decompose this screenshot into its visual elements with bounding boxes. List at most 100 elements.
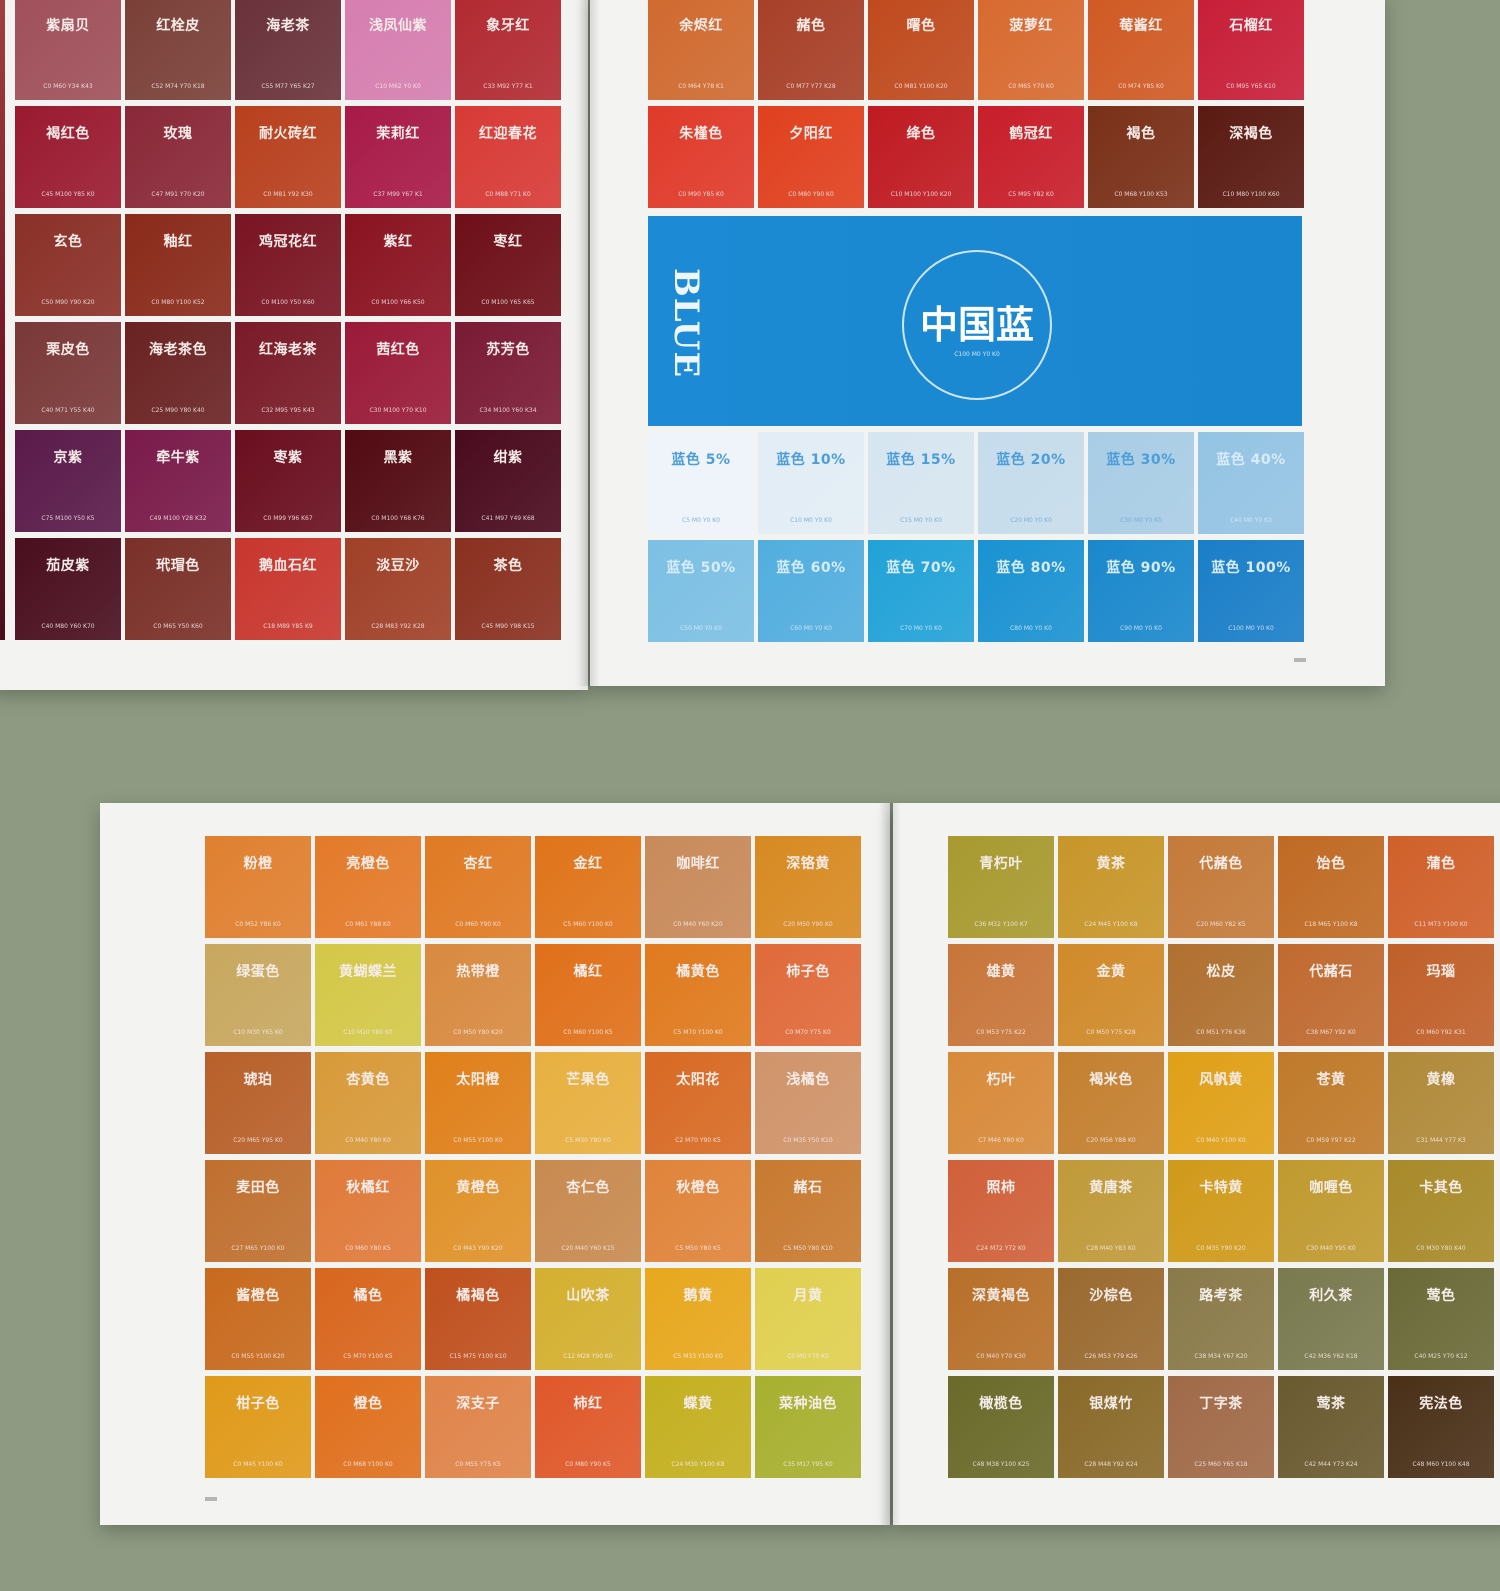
swatch-name: 余烬红: [679, 18, 723, 34]
swatch-name: 太阳橙: [456, 1072, 500, 1088]
color-swatch: 橘黄色 C5 M70 Y100 K0: [645, 944, 751, 1046]
swatch-cmyk-code: C20 M65 Y95 K0: [233, 1137, 283, 1144]
color-swatch: 代赭石 C38 M67 Y92 K0: [1278, 944, 1384, 1046]
color-swatch: 深褐色 C10 M80 Y100 K60: [1198, 106, 1304, 208]
color-swatch: 蓝色 20% C20 M0 Y0 K0: [978, 432, 1084, 534]
swatch-name: 银煤竹: [1089, 1396, 1133, 1412]
swatch-cmyk-code: C0 M60 Y92 K31: [1416, 1029, 1466, 1036]
swatch-cmyk-code: C41 M97 Y49 K68: [481, 515, 535, 522]
swatch-name: 柿红: [573, 1396, 603, 1412]
swatch-name: 卡其色: [1419, 1180, 1463, 1196]
swatch-name: 蓝色 70%: [886, 560, 956, 576]
color-swatch: 紫红 C0 M100 Y66 K50: [345, 214, 451, 316]
swatch-cmyk-code: C0 M74 Y85 K0: [1118, 83, 1164, 90]
color-swatch: 黄橡 C31 M44 Y77 K3: [1388, 1052, 1494, 1154]
swatch-name: 朽叶: [986, 1072, 1016, 1088]
color-swatch: 黄唐茶 C28 M40 Y83 K0: [1058, 1160, 1164, 1262]
swatch-name: 柑子色: [236, 1396, 280, 1412]
swatch-cmyk-code: C0 M55 Y100 K20: [231, 1353, 285, 1360]
swatch-name: 枣紫: [273, 450, 303, 466]
color-swatch: 蓝色 50% C50 M0 Y0 K0: [648, 540, 754, 642]
swatch-cmyk-code: C12 M28 Y90 K0: [563, 1353, 613, 1360]
color-swatch: 朽叶 C7 M46 Y80 K0: [948, 1052, 1054, 1154]
color-swatch: 杏红 C0 M60 Y90 K0: [425, 836, 531, 938]
swatch-name: 酱橙色: [236, 1288, 280, 1304]
swatch-cmyk-code: C0 M70 Y75 K0: [785, 1029, 831, 1036]
color-swatch: 太阳橙 C0 M55 Y100 K0: [425, 1052, 531, 1154]
color-swatch: 柿子色 C0 M70 Y75 K0: [755, 944, 861, 1046]
color-swatch: 蓝色 70% C70 M0 Y0 K0: [868, 540, 974, 642]
swatch-cmyk-code: C0 M80 Y90 K5: [565, 1461, 611, 1468]
swatch-name: 代赭石: [1309, 964, 1353, 980]
swatch-cmyk-code: C0 M55 Y75 K5: [455, 1461, 501, 1468]
swatch-name: 照柿: [986, 1180, 1016, 1196]
color-swatch: 蓝色 60% C60 M0 Y0 K0: [758, 540, 864, 642]
swatch-cmyk-code: C50 M0 Y0 K0: [680, 625, 722, 632]
color-swatch: 夕阳红 C0 M80 Y90 K0: [758, 106, 864, 208]
swatch-name: 曙色: [906, 18, 936, 34]
color-swatch: 浅凤仙紫 C10 M62 Y0 K0: [345, 0, 451, 100]
color-swatch: 鹤冠红 C5 M95 Y82 K0: [978, 106, 1084, 208]
swatch-name: 风帆黄: [1199, 1072, 1243, 1088]
swatch-cmyk-code: C0 M51 Y76 K36: [1196, 1029, 1246, 1036]
color-swatch: 朱槿色 C0 M90 Y85 K0: [648, 106, 754, 208]
swatch-cmyk-code: C52 M74 Y70 K18: [151, 83, 205, 90]
swatch-name: 蝶黄: [683, 1396, 713, 1412]
swatch-name: 宪法色: [1419, 1396, 1463, 1412]
color-swatch: 代赭色 C20 M60 Y82 K5: [1168, 836, 1274, 938]
swatch-name: 苍黄: [1316, 1072, 1346, 1088]
color-swatch: 橘褐色 C15 M75 Y100 K10: [425, 1268, 531, 1370]
color-swatch: 路考茶 C38 M34 Y67 K20: [1168, 1268, 1274, 1370]
swatch-cmyk-code: C11 M73 Y100 K0: [1414, 921, 1468, 928]
swatch-name: 卡特黄: [1199, 1180, 1243, 1196]
color-swatch: 橘红 C0 M60 Y100 K5: [535, 944, 641, 1046]
swatch-cmyk-code: C24 M72 Y72 K0: [976, 1245, 1026, 1252]
color-swatch: 秋橙色 C5 M50 Y80 K5: [645, 1160, 751, 1262]
color-swatch: 褐色 C0 M68 Y100 K53: [1088, 106, 1194, 208]
swatch-name: 丁字茶: [1199, 1396, 1243, 1412]
swatch-cmyk-code: C38 M34 Y67 K20: [1194, 1353, 1248, 1360]
swatch-name: 玳瑁色: [156, 558, 200, 574]
swatch-cmyk-code: C33 M92 Y77 K1: [483, 83, 533, 90]
color-swatch: 莓酱红 C0 M74 Y85 K0: [1088, 0, 1194, 100]
swatch-cmyk-code: C0 M35 Y90 K20: [1196, 1245, 1246, 1252]
swatch-name: 牵牛紫: [156, 450, 200, 466]
swatch-cmyk-code: C0 M61 Y88 K0: [345, 921, 391, 928]
color-swatch: 耐火砖红 C0 M81 Y92 K30: [235, 106, 341, 208]
color-swatch: 柿红 C0 M80 Y90 K5: [535, 1376, 641, 1478]
color-swatch: 绛色 C10 M100 Y100 K20: [868, 106, 974, 208]
swatch-cmyk-code: C20 M60 Y82 K5: [1196, 921, 1246, 928]
color-swatch: 象牙红 C33 M92 Y77 K1: [455, 0, 561, 100]
swatch-name: 莺色: [1426, 1288, 1456, 1304]
color-swatch: 苏芳色 C34 M100 Y60 K34: [455, 322, 561, 424]
color-swatch: 红迎春花 C0 M88 Y71 K0: [455, 106, 561, 208]
swatch-cmyk-code: C37 M99 Y67 K1: [373, 191, 423, 198]
featured-color-china-blue: BLUE 中国蓝 C100 M0 Y0 K0: [648, 216, 1302, 426]
swatch-name: 蓝色 60%: [776, 560, 846, 576]
swatch-name: 淡豆沙: [376, 558, 420, 574]
color-swatch: 橄榄色 C48 M38 Y100 K25: [948, 1376, 1054, 1478]
swatch-cmyk-code: C0 M100 Y66 K50: [371, 299, 425, 306]
swatch-cmyk-code: C24 M45 Y100 K8: [1084, 921, 1138, 928]
color-swatch: 山吹茶 C12 M28 Y90 K0: [535, 1268, 641, 1370]
swatch-name: 茄皮紫: [46, 558, 90, 574]
swatch-name: 松皮: [1206, 964, 1236, 980]
swatch-cmyk-code: C0 M60 Y100 K5: [563, 1029, 613, 1036]
swatch-name: 红迎春花: [479, 126, 537, 142]
swatch-name: 紫扇贝: [46, 18, 90, 34]
color-swatch: 卡其色 C0 M30 Y80 K40: [1388, 1160, 1494, 1262]
color-swatch: 京紫 C75 M100 Y50 K5: [15, 430, 121, 532]
swatch-name: 深褐色: [1229, 126, 1273, 142]
swatch-name: 杏黄色: [346, 1072, 390, 1088]
swatch-name: 蓝色 90%: [1106, 560, 1176, 576]
swatch-cmyk-code: C80 M0 Y0 K0: [1010, 625, 1052, 632]
swatch-cmyk-code: C10 M100 Y100 K20: [890, 191, 952, 198]
color-swatch: 玫瑰 C47 M91 Y70 K20: [125, 106, 231, 208]
swatch-name: 柿子色: [786, 964, 830, 980]
swatch-cmyk-code: C0 M45 Y100 K0: [233, 1461, 283, 1468]
swatch-cmyk-code: C0 M40 Y60 K20: [673, 921, 723, 928]
swatch-name: 栗皮色: [46, 342, 90, 358]
color-swatch: 黑紫 C0 M100 Y68 K76: [345, 430, 451, 532]
swatch-cmyk-code: C5 M60 Y100 K0: [563, 921, 613, 928]
swatch-name: 橙色: [353, 1396, 383, 1412]
